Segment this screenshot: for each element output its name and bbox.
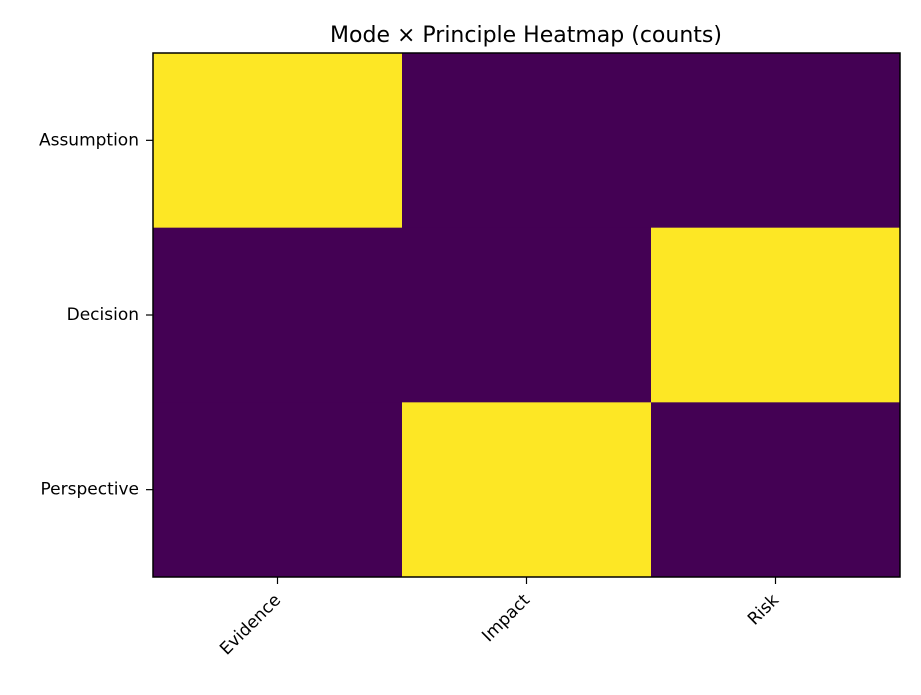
y-tick-label-perspective: Perspective (41, 480, 139, 500)
chart-title: Mode × Principle Heatmap (counts) (330, 23, 722, 48)
heatmap-cells (153, 53, 901, 578)
x-tick-label-risk: Risk (744, 590, 783, 629)
heatmap-cell-assumption-risk (651, 53, 901, 229)
heatmap-cell-perspective-impact (402, 402, 652, 578)
heatmap-cell-decision-risk (651, 227, 901, 403)
y-tick-label-assumption: Assumption (39, 130, 139, 150)
y-tick-label-decision: Decision (67, 305, 139, 325)
heatmap-cell-decision-impact (402, 227, 652, 403)
heatmap-cell-assumption-impact (402, 53, 652, 229)
x-tick-label-impact: Impact (478, 590, 534, 646)
x-axis-ticks: Evidence Impact Risk (216, 577, 783, 659)
heatmap-cell-assumption-evidence (153, 53, 403, 229)
heatmap-cell-perspective-evidence (153, 402, 403, 578)
plot-frame (152, 52, 901, 578)
x-tick-label-evidence: Evidence (216, 590, 285, 659)
heatmap-cell-perspective-risk (651, 402, 901, 578)
heatmap-cell-decision-evidence (153, 227, 403, 403)
y-axis-ticks: Assumption Decision Perspective (39, 130, 153, 500)
